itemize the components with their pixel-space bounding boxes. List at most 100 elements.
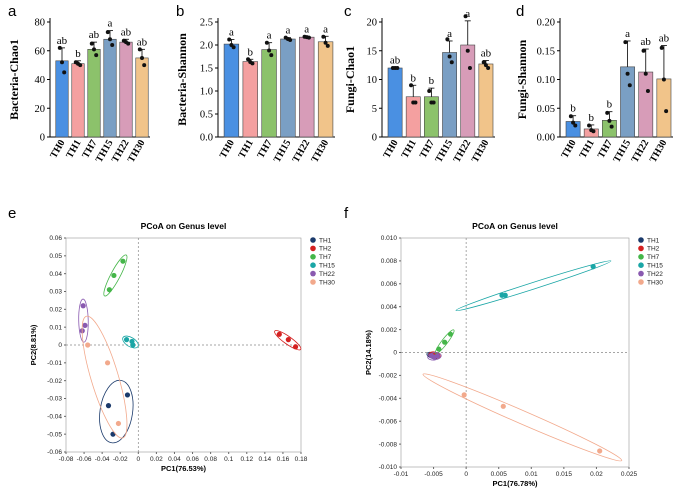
x-tick-label: TH22	[291, 138, 313, 165]
legend-label: TH22	[647, 271, 663, 278]
significance-label: a	[285, 25, 290, 37]
data-point	[623, 40, 628, 45]
legend-label: TH22	[319, 271, 335, 278]
panel-letter: f	[344, 205, 349, 222]
x-tick-label: TH0	[381, 138, 400, 160]
data-point	[568, 114, 573, 119]
bar-TH15	[442, 52, 457, 138]
data-point	[449, 60, 454, 65]
data-point	[431, 100, 436, 105]
data-point	[110, 43, 115, 47]
x-axis-title: PC1(76.78%)	[492, 479, 538, 488]
y-tick-label: 1.5	[200, 64, 213, 75]
x-tick-label: 0.06	[186, 456, 199, 463]
bar-TH30	[135, 57, 149, 138]
bar-TH22	[119, 41, 133, 138]
x-tick-label: TH1	[237, 138, 256, 160]
data-point	[413, 100, 418, 105]
y-tick-label: -0.06	[47, 449, 62, 456]
significance-label: ab	[121, 26, 132, 38]
significance-label: ab	[137, 36, 148, 48]
legend-label: TH1	[319, 237, 332, 244]
significance-label: a	[447, 28, 452, 40]
sample-point-TH2	[285, 337, 291, 343]
y-tick-label: 0.05	[537, 104, 555, 115]
x-tick-label: 0.16	[277, 456, 290, 463]
y-tick-label: 40	[35, 75, 46, 86]
legend-label: TH30	[647, 279, 663, 286]
legend-label: TH30	[319, 279, 335, 286]
y-tick-label: 2.5	[200, 18, 213, 29]
y-tick-label: 0.05	[49, 253, 62, 260]
bar-TH7	[261, 49, 277, 138]
bar-chart-b: b 0.0 0.5 1.0 1.5 2.0 2.5 Bacteria-Shannon a TH0 b…	[175, 3, 335, 165]
y-tick-label: 0.0	[200, 133, 213, 144]
data-point	[645, 89, 650, 93]
y-axis-title: Fungi-Chao1	[343, 46, 357, 113]
data-point	[137, 47, 142, 52]
significance-label: a	[465, 8, 470, 20]
y-tick-label: 0.02	[49, 307, 62, 314]
x-tick-label: TH15	[272, 138, 294, 165]
legend-marker-TH2	[310, 245, 316, 252]
x-tick-label: TH30	[309, 138, 331, 165]
data-point	[465, 48, 470, 53]
significance-label: ab	[641, 36, 652, 48]
x-axis-title: PC1(76.53%)	[161, 464, 207, 473]
data-point	[78, 63, 83, 68]
data-point	[57, 45, 62, 50]
panel-letter: d	[516, 3, 524, 20]
y-tick-label: 0.10	[537, 75, 555, 86]
sample-point-TH30	[104, 360, 111, 366]
x-tick-label: TH15	[433, 138, 455, 165]
legend-label: TH15	[647, 263, 663, 270]
sample-point-TH2	[276, 331, 282, 337]
y-tick-label: -0.004	[379, 396, 398, 403]
legend-marker-TH1	[310, 237, 316, 243]
legend-marker-TH1	[638, 237, 644, 243]
y-tick-label: 0.03	[49, 289, 62, 296]
panel-letter: e	[8, 205, 16, 222]
x-tick-label: 0	[464, 471, 468, 478]
sample-point-TH30	[115, 420, 122, 427]
data-point	[591, 129, 596, 134]
x-tick-label: TH1	[578, 138, 597, 160]
y-tick-label: 0.00	[537, 133, 555, 144]
bar-TH15	[620, 66, 635, 138]
data-point	[264, 40, 269, 45]
y-tick-label: 1.0	[200, 87, 213, 98]
panel-letter: a	[8, 3, 17, 20]
significance-label: ab	[57, 35, 68, 47]
data-point	[571, 120, 576, 125]
x-tick-label: TH22	[452, 138, 474, 165]
y-tick-label: -0.02	[47, 378, 62, 385]
data-point	[483, 63, 488, 68]
sample-point-TH1	[124, 392, 131, 398]
data-point	[306, 35, 311, 40]
y-axis-title: Bacteria-Shannon	[175, 33, 189, 126]
legend-label: TH2	[647, 246, 660, 253]
group-ellipse-TH22	[427, 352, 442, 361]
y-tick-label: 0.002	[381, 327, 398, 334]
x-tick-label: TH22	[630, 138, 652, 165]
x-tick-label: TH0	[218, 138, 237, 160]
y-tick-label: 20	[35, 104, 46, 115]
significance-label: b	[589, 112, 595, 124]
bar-TH0	[223, 43, 240, 138]
legend-marker-TH7	[310, 253, 316, 260]
y-tick-label: -0.03	[47, 396, 62, 403]
y-tick-label: 0	[40, 133, 45, 144]
legend-marker-TH15	[310, 262, 316, 269]
significance-label: b	[570, 103, 576, 115]
bar-TH22	[460, 44, 476, 138]
data-point	[463, 14, 468, 19]
x-tick-label: TH30	[126, 138, 148, 165]
sample-point-TH7	[106, 287, 112, 293]
data-point	[269, 53, 274, 58]
data-point	[486, 66, 491, 70]
sample-point-TH15	[502, 292, 508, 298]
sample-point-TH1	[105, 403, 112, 409]
x-tick-label: 0.18	[295, 456, 308, 463]
y-tick-label: -0.01	[47, 360, 62, 367]
